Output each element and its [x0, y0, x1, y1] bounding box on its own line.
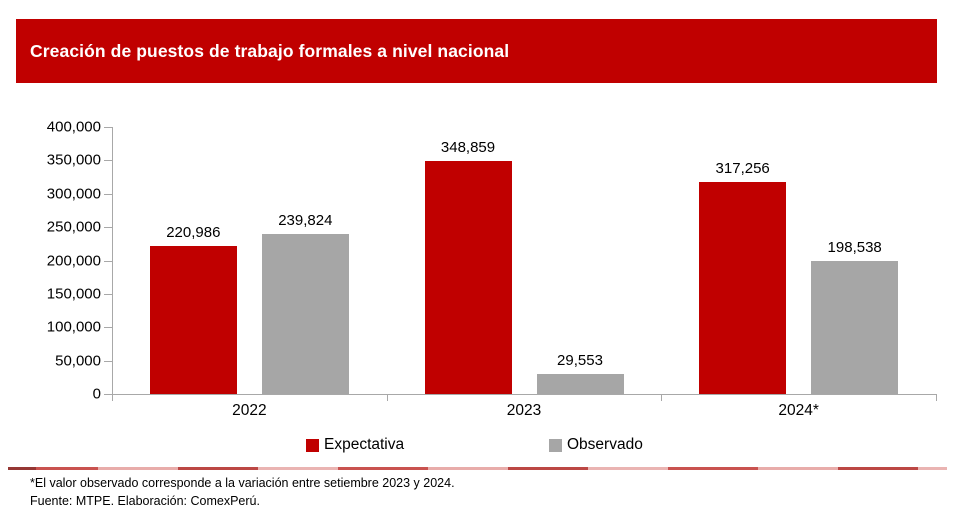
footnote-note: *El valor observado corresponde a la var… — [30, 476, 455, 490]
x-axis-tick-mark — [661, 394, 663, 401]
bar-observado-2024 — [811, 261, 899, 394]
y-axis-tick-label: 150,000 — [46, 285, 101, 303]
bar-expectativa-2022 — [149, 246, 237, 394]
legend-swatch-expectativa — [306, 438, 319, 452]
x-axis-category-label: 2022 — [232, 402, 267, 419]
bar-value-label: 239,824 — [278, 212, 333, 229]
y-axis-tick-mark — [104, 394, 112, 395]
x-axis-tick-mark — [386, 394, 388, 401]
bar-observado-2022 — [261, 234, 349, 394]
bar-observado-2023 — [536, 374, 624, 394]
y-axis-tick-mark — [104, 260, 112, 262]
legend-label-observado: Observado — [567, 436, 643, 453]
y-axis-tick-mark — [104, 127, 112, 128]
legend-swatch-observado — [549, 438, 562, 452]
legend-item-expectativa: Expectativa — [306, 436, 404, 454]
footnote-source: Fuente: MTPE. Elaboración: ComexPerú. — [30, 494, 260, 508]
y-axis-tick-label: 0 — [92, 385, 101, 403]
y-axis-tick-label: 400,000 — [46, 118, 101, 136]
x-axis-category-label: 2023 — [506, 402, 542, 419]
y-axis-tick-mark — [104, 360, 112, 362]
x-axis-category-label: 2024* — [778, 402, 819, 419]
y-axis-tick-mark — [104, 293, 112, 295]
y-axis-tick-label: 100,000 — [46, 318, 101, 336]
bar-value-label: 348,859 — [440, 139, 496, 156]
y-axis-tick-mark — [104, 327, 112, 329]
y-axis-tick-mark — [104, 193, 112, 195]
y-axis-tick-label: 250,000 — [46, 218, 101, 236]
y-axis-tick-mark — [104, 160, 112, 162]
chart-title: Creación de puestos de trabajo formales … — [30, 40, 510, 61]
y-axis-line — [112, 127, 113, 395]
bar-expectativa-2023 — [424, 161, 512, 394]
bar-value-label: 220,986 — [166, 224, 221, 241]
y-axis-tick-label: 50,000 — [55, 352, 101, 370]
separator-line — [8, 467, 947, 470]
y-axis-tick-mark — [104, 227, 112, 229]
legend-label-expectativa: Expectativa — [324, 436, 405, 453]
bar-value-label: 198,538 — [827, 239, 882, 256]
bar-value-label: 29,553 — [557, 352, 603, 369]
x-axis-tick-mark — [936, 394, 937, 401]
x-axis-line — [112, 394, 937, 395]
legend-item-observado: Observado — [549, 436, 643, 454]
bar-value-label: 317,256 — [715, 160, 770, 177]
y-axis-tick-label: 300,000 — [46, 185, 101, 203]
bar-expectativa-2024 — [699, 182, 787, 394]
x-axis-tick-mark — [112, 394, 113, 401]
y-axis-tick-label: 200,000 — [46, 252, 101, 269]
header-banner: Creación de puestos de trabajo formales … — [16, 19, 937, 83]
y-axis-tick-label: 350,000 — [46, 151, 101, 169]
